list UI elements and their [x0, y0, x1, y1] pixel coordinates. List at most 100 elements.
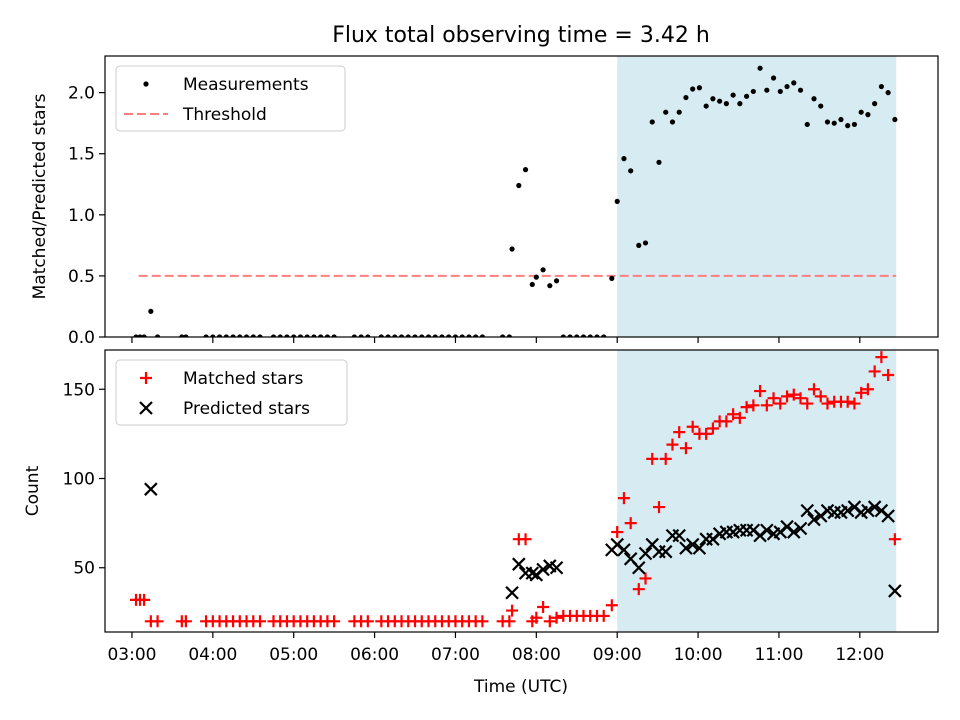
measurement-point — [885, 90, 891, 96]
measurement-point — [223, 334, 229, 337]
y-tick-label: 100 — [63, 470, 95, 490]
plus-marker — [503, 615, 516, 628]
legend-label: Measurements — [183, 75, 309, 95]
measurement-point — [784, 83, 790, 90]
measurement-point — [628, 168, 634, 174]
plus-marker — [673, 426, 686, 439]
matched-point — [807, 383, 820, 396]
predicted-point — [144, 482, 158, 496]
measurement-point — [237, 334, 243, 337]
plus-marker — [733, 411, 746, 424]
axes-frame — [104, 55, 939, 338]
plus-marker — [543, 615, 556, 628]
measurement-point — [858, 109, 864, 115]
plus-marker — [700, 427, 713, 440]
matched-point — [706, 422, 719, 435]
plus-marker — [740, 401, 753, 414]
plus-marker — [652, 501, 665, 514]
measurement-point — [872, 101, 878, 107]
measurement-point — [392, 334, 398, 337]
legend-label: Matched stars — [183, 369, 303, 389]
matched-point — [848, 397, 861, 410]
matched-point — [151, 615, 164, 628]
matched-point — [659, 452, 672, 465]
x-tick-label: 04:00 — [188, 645, 237, 665]
measurement-point — [533, 274, 539, 280]
matched-point — [686, 420, 699, 433]
measurement-point — [811, 96, 817, 102]
measurement-point — [669, 119, 676, 125]
measurement-point — [473, 334, 479, 337]
measurement-point — [676, 109, 682, 115]
matched-point — [855, 386, 868, 399]
plus-marker — [138, 593, 151, 606]
matched-point — [503, 615, 516, 628]
measurement-point — [560, 334, 566, 337]
data-points — [133, 65, 898, 337]
legend-label: Threshold — [182, 105, 267, 125]
measurement-point — [730, 92, 736, 98]
matched-point — [611, 526, 624, 539]
measurement-point — [148, 308, 154, 314]
plus-marker — [639, 572, 652, 585]
shaded-interval — [617, 350, 897, 632]
x-tick-label: 09:00 — [593, 645, 642, 665]
matched-point — [888, 533, 901, 546]
axes-frame — [104, 349, 939, 633]
matched-point — [868, 365, 881, 378]
measurement-point — [529, 281, 535, 288]
measurement-point — [717, 98, 723, 104]
plus-marker — [841, 395, 854, 408]
plus-marker — [140, 372, 152, 384]
measurement-point — [378, 334, 384, 337]
measurement-point — [838, 116, 844, 123]
measurement-point — [824, 119, 831, 125]
y-tick-label: 0.5 — [68, 267, 95, 287]
measurement-point — [324, 334, 331, 337]
matched-point — [781, 390, 794, 403]
x-marker — [672, 528, 686, 543]
x-marker — [786, 525, 801, 539]
plus-marker — [767, 392, 780, 405]
predicted-point — [760, 523, 774, 538]
predicted-point — [525, 566, 540, 580]
x-marker — [867, 500, 882, 514]
measurement-point — [580, 334, 587, 337]
plus-marker — [679, 442, 692, 455]
plus-marker — [814, 390, 827, 403]
plus-marker — [848, 397, 861, 410]
x-marker — [881, 509, 895, 523]
measurement-point — [601, 334, 607, 337]
plus-marker — [646, 452, 659, 465]
matched-point — [652, 501, 665, 514]
measurement-point — [304, 334, 310, 337]
measurement-point — [216, 334, 223, 337]
matched-point — [140, 372, 152, 384]
x-tick-label: 07:00 — [431, 645, 480, 665]
plus-marker — [537, 601, 550, 614]
plus-marker — [787, 388, 800, 401]
measurement-point — [797, 87, 804, 93]
measurement-point — [594, 334, 600, 337]
predicted-point — [840, 503, 855, 518]
measurement-point — [649, 119, 655, 125]
measurement-point — [331, 334, 337, 337]
matched-point — [821, 397, 834, 410]
plus-marker — [868, 365, 881, 378]
measurement-point — [804, 121, 810, 128]
matched-point — [519, 533, 532, 546]
plus-marker — [151, 615, 164, 628]
plus-marker — [888, 533, 901, 546]
measurement-point — [143, 81, 149, 87]
matched-point — [530, 611, 543, 624]
plus-marker — [659, 452, 672, 465]
measurement-point — [250, 334, 256, 337]
plus-marker — [597, 609, 610, 622]
measurement-point — [419, 334, 425, 337]
measurement-point — [365, 334, 371, 337]
plus-marker — [875, 351, 888, 364]
x-marker — [840, 503, 855, 518]
matched-point — [646, 452, 659, 465]
plus-marker — [328, 615, 341, 628]
plus-marker — [747, 399, 760, 412]
